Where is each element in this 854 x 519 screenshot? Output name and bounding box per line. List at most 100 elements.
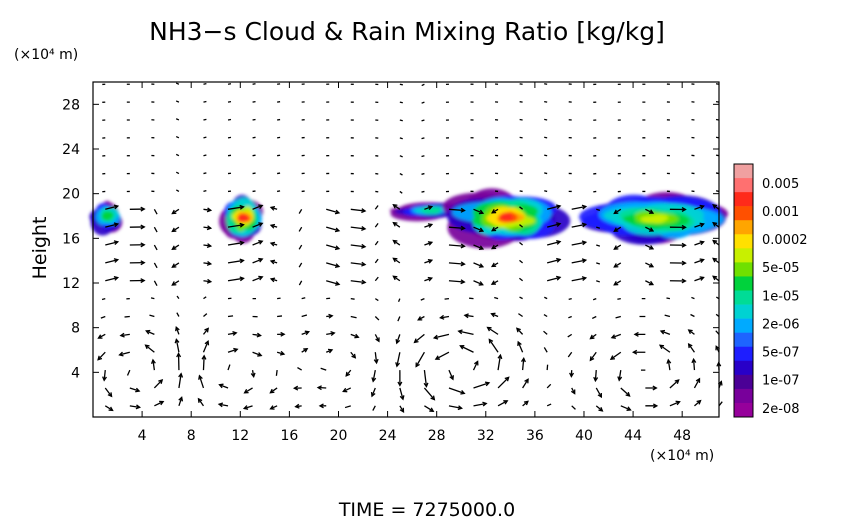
wind-arrow-head: [478, 281, 484, 286]
wind-arrow-head: [174, 338, 180, 344]
wind-arrow: [448, 387, 465, 395]
wind-arrow-head: [102, 376, 107, 382]
wind-arrow: [473, 208, 484, 214]
wind-arrow: [571, 277, 586, 282]
wind-arrow-head: [269, 223, 276, 229]
wind-arrow-head: [113, 258, 120, 263]
colorbar-swatch: [734, 388, 753, 404]
wind-arrow: [252, 258, 263, 264]
wind-arrow-head: [589, 356, 595, 362]
wind-arrow-head: [490, 244, 497, 250]
wind-arrow: [421, 83, 425, 87]
plot-background: [93, 82, 719, 417]
wind-arrow-head: [361, 226, 367, 231]
wind-arrow-head: [258, 204, 264, 209]
wind-arrow: [692, 359, 696, 371]
wind-arrow: [275, 370, 278, 376]
wind-arrow: [694, 276, 704, 282]
wind-arrow: [519, 224, 524, 228]
wind-arrow-head: [570, 389, 576, 395]
wind-arrow: [350, 280, 366, 284]
wind-arrow: [374, 316, 380, 321]
cloud-region: [219, 194, 264, 244]
wind-arrow-head: [520, 357, 526, 363]
x-tick-label: 4: [138, 428, 147, 444]
wind-arrow: [343, 387, 352, 393]
wind-arrow-head: [460, 225, 466, 231]
wind-arrow-head: [269, 259, 276, 265]
wind-arrow-head: [613, 227, 619, 232]
wind-arrow: [595, 387, 602, 398]
wind-arrow: [519, 259, 524, 264]
wind-arrow-head: [171, 263, 177, 268]
colorbar-swatch: [734, 332, 753, 348]
wind-arrow: [399, 190, 403, 194]
wind-arrow-head: [135, 387, 141, 393]
wind-arrow-head: [652, 403, 659, 409]
wind-arrow: [326, 208, 340, 214]
colorbar-label: 2e-06: [762, 317, 800, 332]
x-tick-label: 16: [280, 428, 298, 444]
wind-arrow-head: [371, 377, 377, 383]
wind-arrow: [397, 298, 401, 303]
wind-arrow-head: [239, 276, 245, 282]
wind-arrow: [571, 405, 576, 410]
wind-arrow-head: [330, 331, 336, 336]
wind-arrow-head: [392, 275, 398, 281]
wind-arrow-head: [648, 227, 655, 232]
wind-arrow: [203, 100, 207, 103]
wind-arrow: [396, 334, 401, 344]
x-unit-label: (×10⁴ m): [650, 448, 714, 464]
wind-arrow-head: [695, 377, 701, 383]
colorbar-swatch: [734, 402, 753, 418]
wind-arrow: [374, 352, 378, 363]
wind-arrow: [424, 405, 434, 412]
wind-arrow-head: [430, 395, 436, 401]
colorbar-label: 5e-05: [762, 261, 800, 276]
wind-arrow: [568, 315, 572, 319]
wind-arrow: [149, 314, 155, 318]
wind-arrow-head: [178, 372, 184, 378]
wind-arrow: [350, 226, 366, 230]
wind-arrow: [546, 223, 561, 228]
colorbar-swatch: [734, 290, 753, 305]
colorbar-swatch: [734, 206, 753, 221]
wind-arrow: [659, 344, 671, 353]
wind-arrow: [153, 226, 158, 233]
wind-arrow-head: [159, 400, 165, 406]
wind-arrow-head: [334, 245, 341, 251]
wind-arrow: [101, 298, 106, 301]
time-label: TIME = 7275000.0: [338, 499, 515, 519]
wind-arrow: [326, 226, 340, 232]
wind-arrow: [571, 259, 586, 264]
wind-arrow: [694, 223, 704, 228]
wind-arrow: [617, 297, 621, 300]
wind-arrow-head: [204, 327, 210, 333]
wind-arrow-head: [145, 329, 151, 335]
wind-arrow: [522, 378, 529, 389]
wind-arrow-head: [218, 383, 224, 389]
wind-arrow: [372, 405, 376, 411]
wind-arrow: [252, 118, 256, 121]
wind-arrow: [175, 82, 180, 85]
wind-arrow: [615, 315, 621, 319]
wind-arrow: [203, 154, 207, 157]
colorbar-label: 0.0002: [762, 233, 808, 248]
wind-arrow: [153, 280, 158, 286]
wind-arrow-head: [631, 349, 638, 355]
wind-arrow: [175, 118, 180, 121]
wind-arrow-head: [429, 407, 435, 412]
wind-arrow-head: [334, 209, 341, 215]
wind-arrow-head: [206, 243, 213, 249]
wind-arrow-head: [613, 263, 619, 268]
wind-arrow: [145, 344, 155, 353]
wind-arrow: [301, 297, 306, 300]
cloud-region: [389, 202, 462, 222]
x-tick-label: 40: [575, 428, 593, 444]
wind-arrow-head: [490, 262, 497, 268]
wind-arrow: [153, 262, 158, 269]
wind-arrow-head: [280, 331, 286, 337]
wind-arrow: [434, 333, 450, 339]
wind-arrow-head: [399, 395, 405, 401]
wind-arrow-head: [304, 330, 311, 336]
